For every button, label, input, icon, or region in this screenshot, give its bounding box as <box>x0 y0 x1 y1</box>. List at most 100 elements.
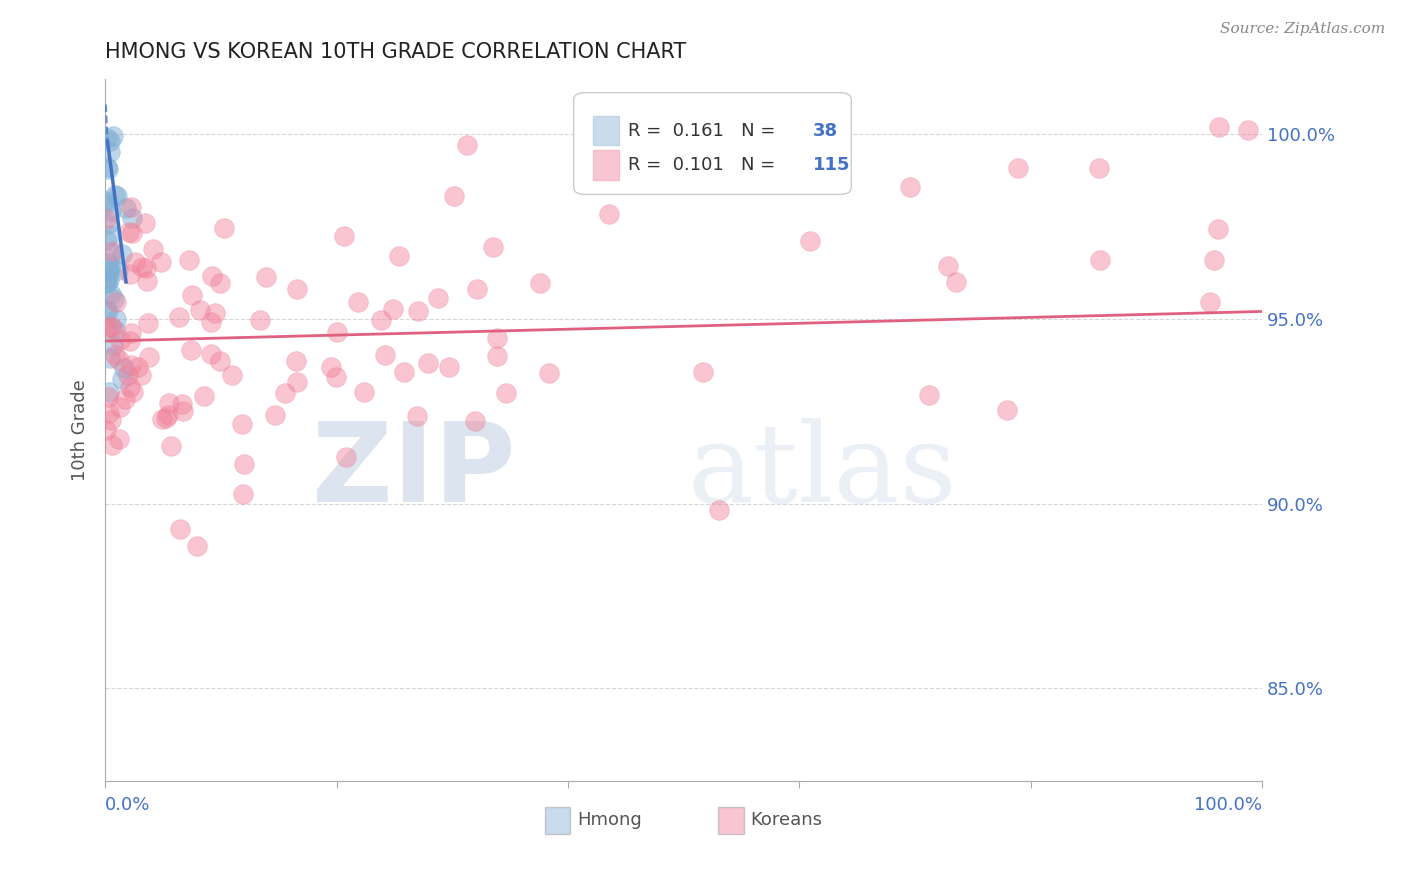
Point <box>221 368 243 382</box>
Point <box>427 291 450 305</box>
Point <box>529 277 551 291</box>
Point <box>321 359 343 374</box>
Point <box>97 303 120 318</box>
Point <box>945 275 967 289</box>
Text: Hmong: Hmong <box>576 811 643 830</box>
Point <box>96 233 118 247</box>
Point <box>333 229 356 244</box>
Point <box>486 331 509 345</box>
Point <box>117 368 139 382</box>
Point <box>284 354 307 368</box>
Point <box>96 131 118 145</box>
Point <box>180 343 202 358</box>
Point <box>108 333 131 347</box>
Point <box>406 303 429 318</box>
Point <box>96 424 118 438</box>
Point <box>254 270 277 285</box>
Point <box>120 267 142 281</box>
Point <box>138 316 160 330</box>
Point <box>120 200 142 214</box>
Y-axis label: 10th Grade: 10th Grade <box>72 379 89 481</box>
Point <box>347 295 370 310</box>
Point <box>98 351 121 365</box>
Point <box>96 276 118 290</box>
Point <box>416 355 439 369</box>
Point <box>98 385 121 400</box>
Point <box>107 262 129 277</box>
Point <box>1090 252 1112 267</box>
Point <box>120 358 142 372</box>
Point <box>111 246 134 260</box>
Point <box>96 321 118 335</box>
Point <box>200 347 222 361</box>
Point <box>96 276 118 290</box>
Point <box>464 414 486 428</box>
Point <box>96 303 118 318</box>
Point <box>157 396 180 410</box>
Point <box>150 412 173 426</box>
Point <box>177 253 200 268</box>
Point <box>97 256 120 270</box>
Point <box>115 201 138 215</box>
Point <box>104 312 127 326</box>
Point <box>98 228 121 243</box>
Point <box>1007 161 1029 175</box>
Point <box>186 539 208 553</box>
Point <box>127 359 149 374</box>
Point <box>135 261 157 276</box>
Point <box>325 370 347 384</box>
Text: R =  0.161   N =: R = 0.161 N = <box>628 121 782 139</box>
Text: ZIP: ZIP <box>312 418 516 525</box>
Point <box>170 397 193 411</box>
Point <box>936 259 959 273</box>
Point <box>138 350 160 364</box>
Point <box>495 385 517 400</box>
Point <box>212 221 235 235</box>
Point <box>150 255 173 269</box>
Point <box>98 145 121 159</box>
Point <box>134 216 156 230</box>
Point <box>142 242 165 256</box>
Point <box>100 413 122 427</box>
Point <box>169 523 191 537</box>
Point <box>121 384 143 399</box>
Point <box>101 438 124 452</box>
Point <box>160 439 183 453</box>
Point <box>172 403 194 417</box>
Point <box>104 323 127 337</box>
Point <box>918 388 941 402</box>
Point <box>204 306 226 320</box>
Point <box>209 276 232 290</box>
Point <box>233 457 256 471</box>
Point <box>382 301 405 316</box>
Point <box>167 310 190 324</box>
FancyBboxPatch shape <box>574 93 851 194</box>
Text: HMONG VS KOREAN 10TH GRADE CORRELATION CHART: HMONG VS KOREAN 10TH GRADE CORRELATION C… <box>105 42 686 62</box>
Point <box>1237 123 1260 137</box>
Text: 38: 38 <box>813 121 838 139</box>
Point <box>96 212 118 227</box>
Point <box>406 409 429 424</box>
Point <box>374 348 396 362</box>
Point <box>200 315 222 329</box>
Point <box>155 410 177 425</box>
Point <box>121 211 143 225</box>
Point <box>285 375 308 389</box>
Point <box>465 281 488 295</box>
Point <box>105 188 128 202</box>
Point <box>110 400 132 414</box>
Point <box>96 197 118 211</box>
Point <box>101 128 124 143</box>
Point <box>263 409 285 423</box>
Point <box>100 287 122 301</box>
Text: R =  0.101   N =: R = 0.101 N = <box>628 156 782 174</box>
Point <box>326 326 349 340</box>
Point <box>120 380 142 394</box>
Point <box>443 189 465 203</box>
Point <box>188 302 211 317</box>
Point <box>353 385 375 400</box>
Point <box>136 274 159 288</box>
Point <box>201 268 224 283</box>
Point <box>97 390 120 404</box>
Text: 100.0%: 100.0% <box>1194 796 1263 814</box>
